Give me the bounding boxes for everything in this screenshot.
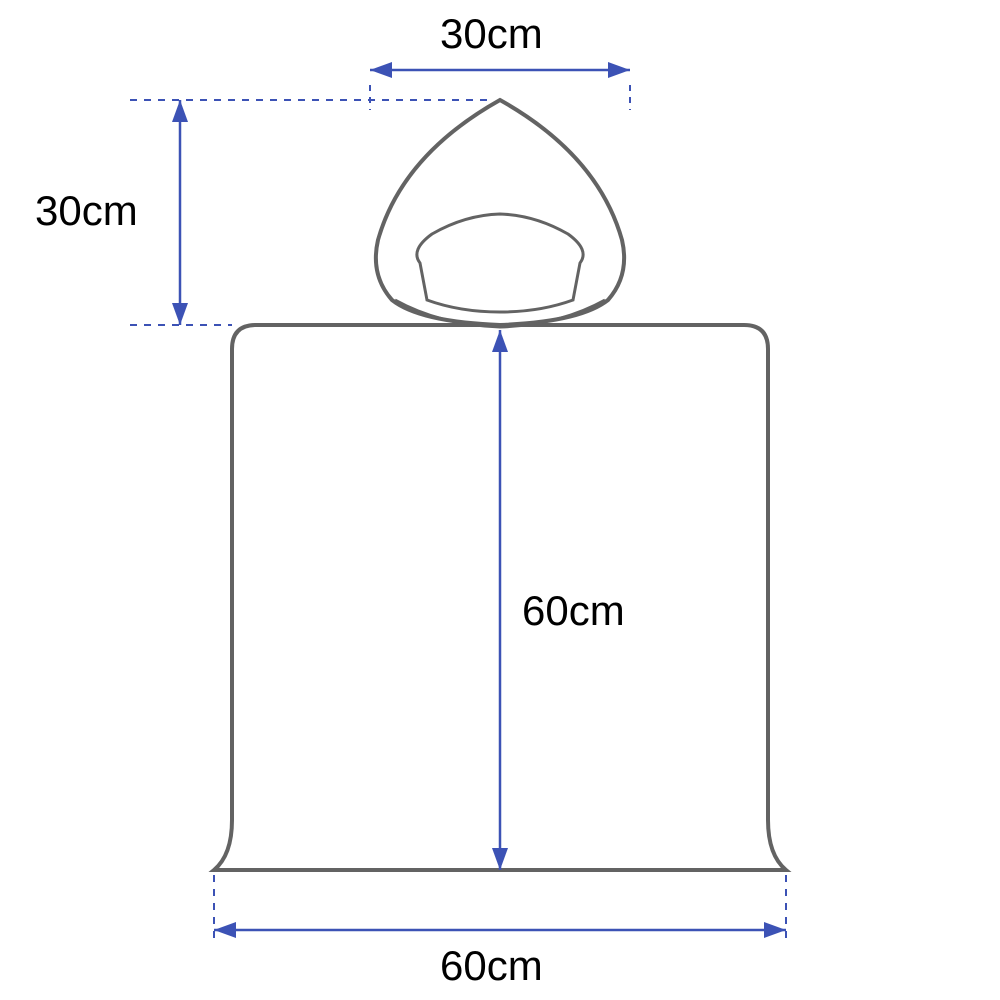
body-height-label: 60cm [522,587,625,634]
hood-inner-opening [417,214,583,312]
body-width-label: 60cm [440,942,543,989]
hood-width-label: 30cm [440,10,543,57]
body-width-dimension: 60cm [214,875,786,989]
hood-width-dimension: 30cm [370,10,630,110]
hood-height-label: 30cm [35,187,138,234]
garment-dimension-diagram: 30cm 30cm 60cm 60cm [0,0,1000,1000]
